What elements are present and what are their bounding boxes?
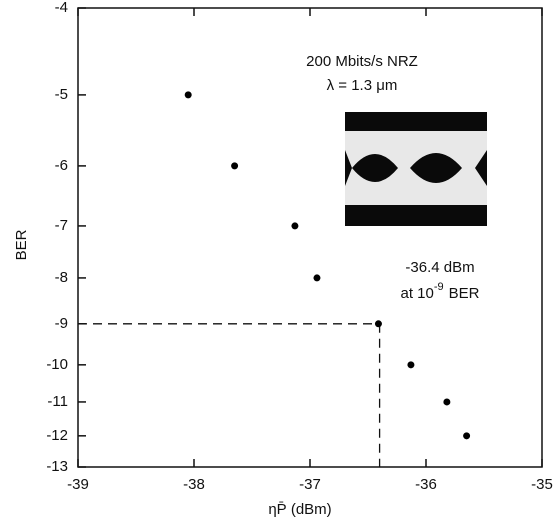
y-tick-label: -4: [55, 0, 68, 16]
y-tick-label: -12: [46, 427, 68, 444]
y-tick-label: -6: [55, 157, 68, 174]
data-point: [184, 91, 192, 99]
y-tick-label: -8: [55, 269, 68, 286]
data-point: [443, 398, 451, 406]
y-tick-label: -13: [46, 458, 68, 475]
inset-eye: [352, 153, 462, 183]
plot-frame: [77, 7, 543, 468]
eye-diagram-inset: [345, 112, 487, 226]
y-tick-label: -5: [55, 86, 68, 103]
data-point: [463, 432, 471, 440]
data-point: [407, 361, 415, 369]
data-point: [291, 222, 299, 230]
x-tick-label: -35: [531, 476, 553, 493]
annotation: at 10-9 BER: [401, 281, 480, 302]
x-tick-label: -39: [67, 476, 89, 493]
y-tick-label: -9: [55, 315, 68, 332]
x-tick-label: -38: [183, 476, 205, 493]
annotation: -36.4 dBm: [405, 259, 474, 276]
y-axis-label: BER: [13, 229, 30, 260]
y-tick-label: -7: [55, 217, 68, 234]
x-tick-label: -37: [299, 476, 321, 493]
annotation-part: BER: [449, 285, 480, 302]
data-point: [231, 162, 239, 170]
annotation: 200 Mbits/s NRZ: [306, 53, 418, 70]
annotation: λ = 1.3 μm: [327, 77, 398, 94]
x-axis-label: ηP̄ (dBm): [268, 501, 331, 518]
data-point: [374, 320, 382, 328]
data-point: [313, 274, 321, 282]
y-tick-label: -10: [46, 356, 68, 373]
annotation-part: at 10: [401, 285, 434, 302]
x-tick-label: -36: [415, 476, 437, 493]
y-tick-label: -11: [47, 393, 68, 410]
annotation-superscript: -9: [434, 281, 444, 293]
